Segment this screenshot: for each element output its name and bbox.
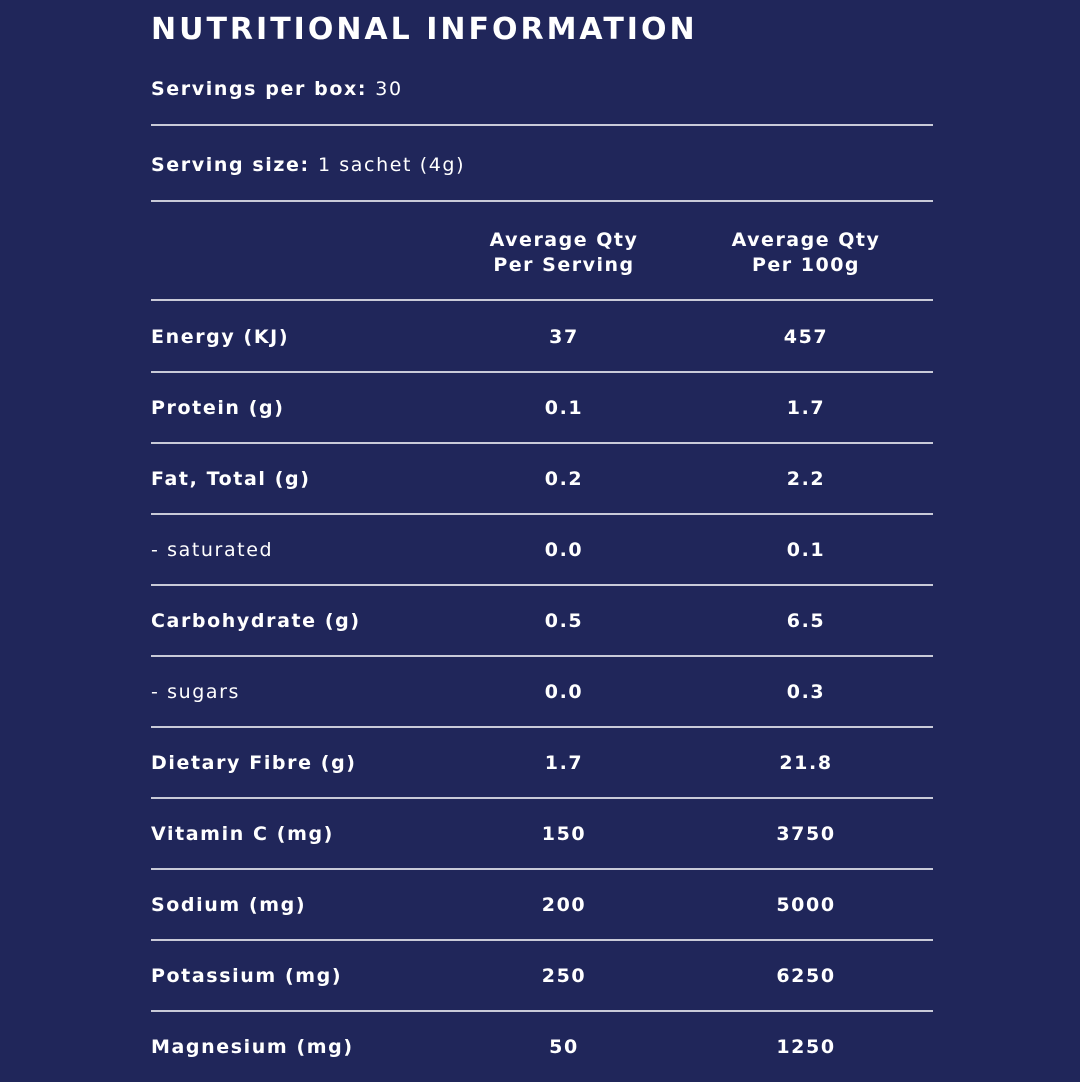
nutrient-name: Sodium (mg) bbox=[151, 893, 307, 916]
column-header-per-100g: Average Qty Per 100g bbox=[686, 228, 926, 278]
per-100g-value: 2.2 bbox=[786, 467, 826, 490]
per-100g-value: 3750 bbox=[776, 822, 836, 845]
divider bbox=[151, 442, 933, 444]
nutrient-name: Potassium (mg) bbox=[151, 964, 343, 987]
table-row: Protein (g) 0.1 1.7 bbox=[151, 372, 933, 443]
per-100g-value: 457 bbox=[783, 325, 829, 348]
header-line: Per Serving bbox=[493, 254, 635, 276]
table-row: Carbohydrate (g) 0.5 6.5 bbox=[151, 585, 933, 656]
per-100g-value: 0.3 bbox=[786, 680, 826, 703]
per-serving-value: 50 bbox=[549, 1035, 579, 1058]
table-row: - saturated 0.0 0.1 bbox=[151, 514, 933, 585]
nutrient-name: Fat, Total (g) bbox=[151, 467, 311, 490]
divider bbox=[151, 726, 933, 728]
table-row: Sodium (mg) 200 5000 bbox=[151, 869, 933, 940]
nutrient-name: - saturated bbox=[151, 538, 274, 561]
divider bbox=[151, 1010, 933, 1012]
nutrient-name: Carbohydrate (g) bbox=[151, 609, 361, 632]
per-serving-value: 0.1 bbox=[544, 396, 584, 419]
table-row: Energy (KJ) 37 457 bbox=[151, 301, 933, 372]
divider bbox=[151, 371, 933, 373]
divider bbox=[151, 655, 933, 657]
table-row: Fat, Total (g) 0.2 2.2 bbox=[151, 443, 933, 514]
nutrient-name: Dietary Fibre (g) bbox=[151, 751, 357, 774]
header-line: Average Qty bbox=[731, 229, 881, 251]
serving-size-value: 1 sachet (4g) bbox=[317, 154, 466, 176]
header-line: Average Qty bbox=[489, 229, 639, 251]
per-100g-value: 6.5 bbox=[786, 609, 826, 632]
table-row: Potassium (mg) 250 6250 bbox=[151, 940, 933, 1011]
per-serving-value: 250 bbox=[541, 964, 587, 987]
per-serving-value: 150 bbox=[541, 822, 587, 845]
nutrient-name: Magnesium (mg) bbox=[151, 1035, 354, 1058]
table-row: - sugars 0.0 0.3 bbox=[151, 656, 933, 727]
per-serving-value: 0.0 bbox=[544, 538, 584, 561]
divider bbox=[151, 868, 933, 870]
per-100g-value: 1250 bbox=[776, 1035, 836, 1058]
servings-per-box: Servings per box: 30 bbox=[151, 78, 403, 100]
table-row: Vitamin C (mg) 150 3750 bbox=[151, 798, 933, 869]
per-serving-value: 0.2 bbox=[544, 467, 584, 490]
per-serving-value: 200 bbox=[541, 893, 587, 916]
nutrient-name: Protein (g) bbox=[151, 396, 285, 419]
nutrient-name: Energy (KJ) bbox=[151, 325, 290, 348]
servings-value: 30 bbox=[375, 78, 403, 100]
per-serving-value: 0.0 bbox=[544, 680, 584, 703]
per-100g-value: 21.8 bbox=[779, 751, 833, 774]
divider bbox=[151, 797, 933, 799]
per-serving-value: 0.5 bbox=[544, 609, 584, 632]
servings-label: Servings per box: bbox=[151, 78, 368, 100]
per-100g-value: 1.7 bbox=[786, 396, 826, 419]
serving-size: Serving size: 1 sachet (4g) bbox=[151, 154, 465, 176]
serving-size-label: Serving size: bbox=[151, 154, 310, 176]
per-100g-value: 6250 bbox=[776, 964, 836, 987]
divider bbox=[151, 939, 933, 941]
divider bbox=[151, 584, 933, 586]
nutrient-name: - sugars bbox=[151, 680, 241, 703]
per-100g-value: 5000 bbox=[776, 893, 836, 916]
column-header-per-serving: Average Qty Per Serving bbox=[444, 228, 684, 278]
per-serving-value: 1.7 bbox=[544, 751, 584, 774]
table-row: Dietary Fibre (g) 1.7 21.8 bbox=[151, 727, 933, 798]
page-title: NUTRITIONAL INFORMATION bbox=[151, 12, 698, 47]
per-serving-value: 37 bbox=[549, 325, 579, 348]
nutrient-name: Vitamin C (mg) bbox=[151, 822, 334, 845]
per-100g-value: 0.1 bbox=[786, 538, 826, 561]
divider bbox=[151, 200, 933, 202]
divider bbox=[151, 299, 933, 301]
table-row: Magnesium (mg) 50 1250 bbox=[151, 1011, 933, 1082]
divider bbox=[151, 513, 933, 515]
divider bbox=[151, 124, 933, 126]
header-line: Per 100g bbox=[751, 254, 861, 276]
